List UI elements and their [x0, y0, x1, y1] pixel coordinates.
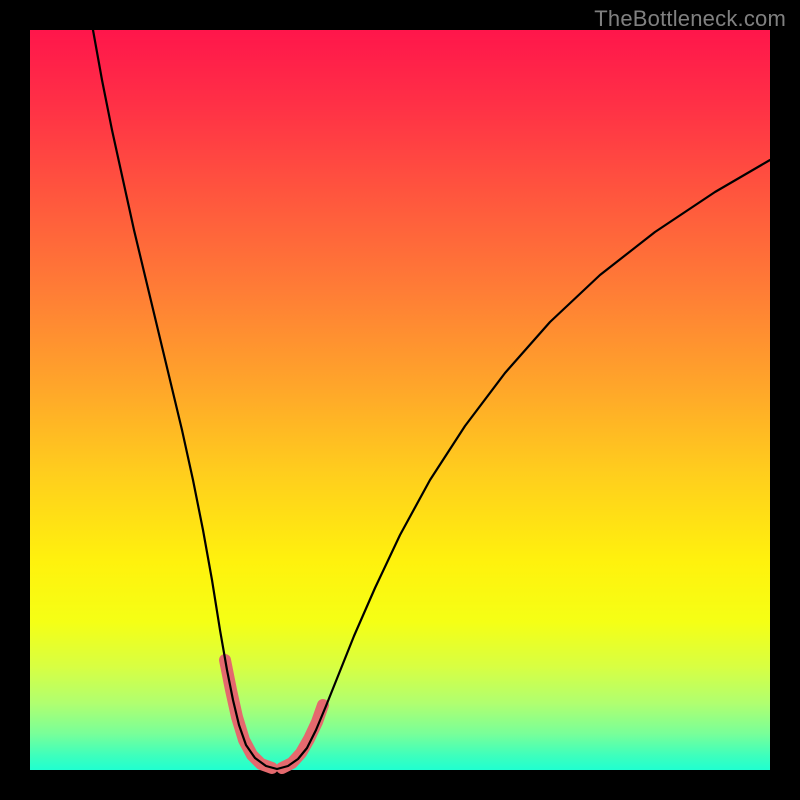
chart-background-gradient [30, 30, 770, 770]
watermark-text: TheBottleneck.com [594, 6, 786, 32]
bottleneck-chart [0, 0, 800, 800]
figure-container: TheBottleneck.com [0, 0, 800, 800]
